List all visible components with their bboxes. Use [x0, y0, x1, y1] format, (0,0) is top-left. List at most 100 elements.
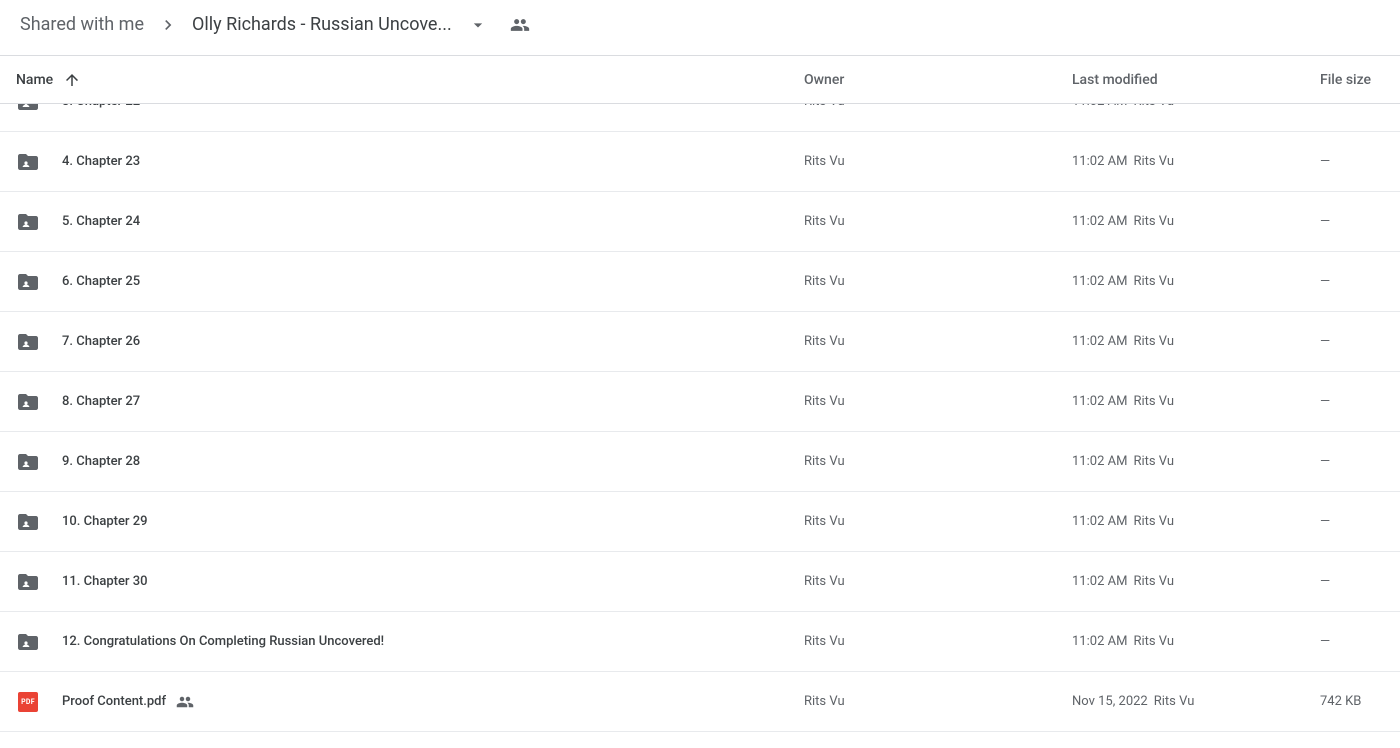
shared-folder-icon [16, 150, 40, 174]
file-row-name-cell: 11. Chapter 30 [16, 570, 804, 594]
file-name: 11. Chapter 30 [62, 574, 148, 589]
file-owner: Rits Vu [804, 214, 1072, 229]
file-modified-by: Rits Vu [1133, 574, 1174, 589]
shared-folder-icon [16, 570, 40, 594]
file-modified: 11:02 AM Rits Vu [1072, 274, 1320, 289]
file-modified: 11:02 AM Rits Vu [1072, 574, 1320, 589]
file-name-wrap: 7. Chapter 26 [62, 334, 140, 349]
file-row[interactable]: 8. Chapter 27Rits Vu11:02 AMRits Vu— [0, 372, 1400, 432]
column-header-owner[interactable]: Owner [804, 72, 1072, 88]
file-modified: 11:02 AM Rits Vu [1072, 454, 1320, 469]
file-name: 12. Congratulations On Completing Russia… [62, 634, 384, 649]
file-owner: Rits Vu [804, 574, 1072, 589]
column-header-name-label: Name [16, 72, 53, 88]
file-row[interactable]: 3. Chapter 22Rits Vu11:02 AMRits Vu— [0, 104, 1400, 132]
file-modified-by: Rits Vu [1133, 454, 1174, 469]
file-size: — [1320, 274, 1384, 289]
file-name: 4. Chapter 23 [62, 154, 140, 169]
file-owner: Rits Vu [804, 274, 1072, 289]
file-name-wrap: 10. Chapter 29 [62, 514, 148, 529]
file-modified: 11:02 AMRits Vu [1072, 334, 1320, 349]
file-row-name-cell: 4. Chapter 23 [16, 150, 804, 174]
shared-folder-icon [16, 104, 40, 114]
file-owner: Rits Vu [804, 634, 1072, 649]
file-modified-time: 11:02 AM [1072, 394, 1127, 409]
file-size: — [1320, 454, 1384, 469]
file-row[interactable]: 4. Chapter 23Rits Vu11:02 AMRits Vu— [0, 132, 1400, 192]
file-owner: Rits Vu [804, 454, 1072, 469]
file-row[interactable]: 11. Chapter 30Rits Vu11:02 AMRits Vu— [0, 552, 1400, 612]
file-name-wrap: 9. Chapter 28 [62, 454, 140, 469]
shared-folder-icon [16, 210, 40, 234]
file-modified-by: Rits Vu [1133, 214, 1174, 229]
file-modified-by: Rits Vu [1133, 334, 1174, 349]
file-name: 7. Chapter 26 [62, 334, 140, 349]
file-row[interactable]: 12. Congratulations On Completing Russia… [0, 612, 1400, 672]
shared-folder-icon [16, 450, 40, 474]
file-modified-time: 11:02 AM [1072, 104, 1127, 109]
file-owner: Rits Vu [804, 334, 1072, 349]
file-name: 5. Chapter 24 [62, 214, 140, 229]
file-name: 8. Chapter 27 [62, 394, 140, 409]
file-modified-by: Rits Vu [1133, 104, 1174, 109]
file-name: 9. Chapter 28 [62, 454, 140, 469]
column-header-size[interactable]: File size [1320, 72, 1384, 88]
file-row[interactable]: 6. Chapter 25Rits Vu11:02 AMRits Vu— [0, 252, 1400, 312]
file-row-name-cell: 10. Chapter 29 [16, 510, 804, 534]
file-name-wrap: 12. Congratulations On Completing Russia… [62, 634, 384, 649]
file-list: 3. Chapter 22Rits Vu11:02 AMRits Vu—4. C… [0, 104, 1400, 732]
file-name: Proof Content.pdf [62, 694, 166, 709]
file-row-name-cell: 5. Chapter 24 [16, 210, 804, 234]
file-row[interactable]: PDFProof Content.pdfRits VuNov 15, 2022R… [0, 672, 1400, 732]
file-size: 742 KB [1320, 694, 1384, 709]
file-row[interactable]: 7. Chapter 26 Rits Vu11:02 AMRits Vu— [0, 312, 1400, 372]
file-name-wrap: 3. Chapter 22 [62, 104, 140, 109]
file-size: — [1320, 334, 1384, 349]
file-owner: Rits Vu [804, 514, 1072, 529]
shared-folder-icon [16, 270, 40, 294]
column-header-name[interactable]: Name [16, 71, 804, 89]
file-size: — [1320, 634, 1384, 649]
breadcrumb: Shared with me Olly Richards - Russian U… [0, 0, 1400, 56]
file-owner: Rits Vu [804, 694, 1072, 709]
folder-dropdown-button[interactable] [464, 11, 492, 39]
file-row-name-cell: 3. Chapter 22 [16, 104, 804, 114]
file-modified: 11:02 AMRits Vu [1072, 154, 1320, 169]
file-name: 6. Chapter 25 [62, 274, 140, 289]
file-size: — [1320, 514, 1384, 529]
file-name-wrap: 11. Chapter 30 [62, 574, 148, 589]
breadcrumb-current[interactable]: Olly Richards - Russian Uncove... [188, 12, 456, 37]
file-row[interactable]: 5. Chapter 24Rits Vu11:02 AMRits Vu— [0, 192, 1400, 252]
file-modified-time: 11:02 AM [1072, 274, 1127, 289]
file-modified: 11:02 AMRits Vu [1072, 514, 1320, 529]
file-modified-by: Rits Vu [1133, 514, 1174, 529]
file-row[interactable]: 9. Chapter 28Rits Vu11:02 AMRits Vu— [0, 432, 1400, 492]
file-modified-time: 11:02 AM [1072, 214, 1127, 229]
file-modified-time: 11:02 AM [1072, 154, 1127, 169]
file-name-wrap: Proof Content.pdf [62, 693, 194, 711]
file-row-name-cell: 8. Chapter 27 [16, 390, 804, 414]
breadcrumb-root[interactable]: Shared with me [16, 12, 148, 37]
file-modified-time: 11:02 AM [1072, 454, 1127, 469]
file-modified: 11:02 AM Rits Vu [1072, 214, 1320, 229]
file-name-wrap: 6. Chapter 25 [62, 274, 140, 289]
file-modified-by: Rits Vu [1133, 634, 1174, 649]
file-owner: Rits Vu [804, 104, 1072, 109]
column-header-modified[interactable]: Last modified [1072, 72, 1320, 88]
file-modified-by: Rits Vu [1133, 274, 1174, 289]
file-modified-by: Rits Vu [1133, 394, 1174, 409]
file-name-wrap: 4. Chapter 23 [62, 154, 140, 169]
file-list-viewport: 3. Chapter 22Rits Vu11:02 AMRits Vu—4. C… [0, 104, 1400, 736]
shared-folder-icon [16, 330, 40, 354]
file-row-name-cell: 7. Chapter 26 [16, 330, 804, 354]
column-header-row: Name Owner Last modified File size [0, 56, 1400, 104]
shared-icon [176, 693, 194, 711]
file-row[interactable]: 10. Chapter 29 Rits Vu11:02 AMRits Vu— [0, 492, 1400, 552]
file-size: — [1320, 394, 1384, 409]
file-size: — [1320, 574, 1384, 589]
file-name-wrap: 5. Chapter 24 [62, 214, 140, 229]
shared-folder-icon [16, 630, 40, 654]
file-modified-time: Nov 15, 2022 [1072, 694, 1148, 709]
file-modified-time: 11:02 AM [1072, 574, 1127, 589]
pdf-icon: PDF [16, 690, 40, 714]
